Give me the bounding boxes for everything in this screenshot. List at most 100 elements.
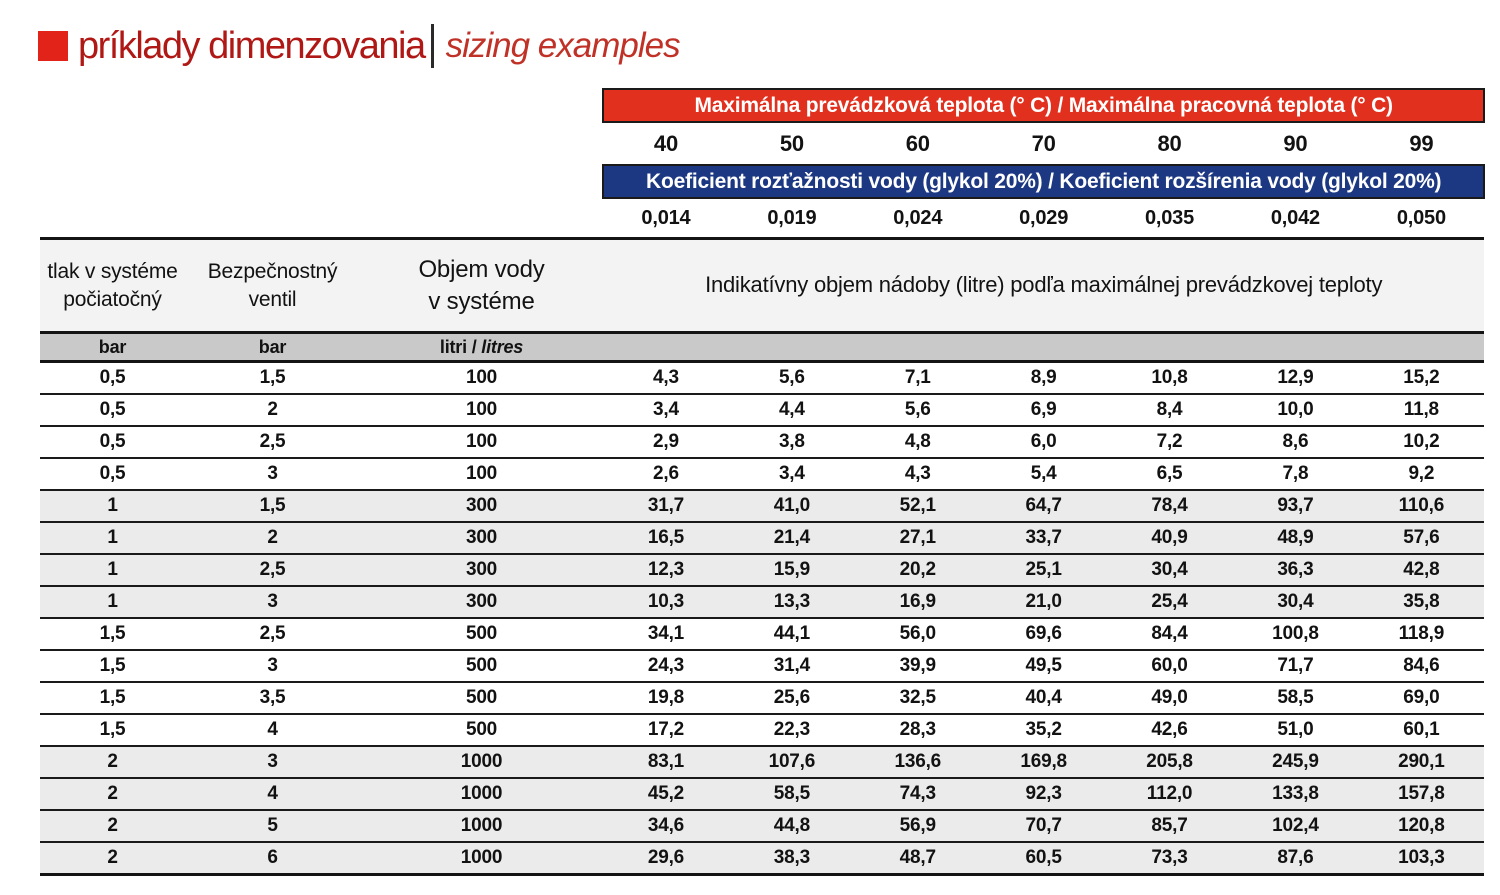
unit-volume-en: litres xyxy=(481,336,524,357)
indicative-volume-cell: 3,4 xyxy=(603,394,729,427)
indicative-volume-cell: 25,1 xyxy=(980,554,1107,587)
indicative-volume-cell: 25,4 xyxy=(1106,586,1233,619)
pressure-cell: 2 xyxy=(40,746,185,779)
valve-cell: 3 xyxy=(185,586,360,619)
volume-cell: 1000 xyxy=(360,778,604,811)
column-header-row: tlak v systéme počiatočný Bezpečnostný v… xyxy=(40,237,1485,334)
indicative-volume-cell: 52,1 xyxy=(854,490,981,523)
volume-cell: 1000 xyxy=(360,746,604,779)
indicative-volume-cell: 92,3 xyxy=(980,778,1107,811)
indicative-volume-cell: 36,3 xyxy=(1232,554,1359,587)
indicative-volume-cell: 58,5 xyxy=(728,778,855,811)
indicative-volume-cell: 2,9 xyxy=(603,426,729,459)
indicative-volume-cell: 42,6 xyxy=(1106,714,1233,747)
pressure-cell: 2 xyxy=(40,778,185,811)
pressure-cell: 1 xyxy=(40,586,185,619)
indicative-volume-cell: 87,6 xyxy=(1232,842,1359,876)
valve-cell: 2 xyxy=(185,522,360,555)
indicative-volume-cell: 21,4 xyxy=(728,522,855,555)
coefficient-value: 0,024 xyxy=(854,198,981,239)
pressure-cell: 1,5 xyxy=(40,650,185,683)
valve-cell: 4 xyxy=(185,714,360,747)
indicative-volume-cell: 4,3 xyxy=(603,361,729,395)
indicative-volume-cell: 60,0 xyxy=(1106,650,1233,683)
indicative-volume-cell: 10,8 xyxy=(1106,361,1233,395)
spacer xyxy=(40,198,604,239)
volume-cell: 100 xyxy=(360,426,604,459)
volume-cell: 300 xyxy=(360,554,604,587)
unit-volume-sk: litri / xyxy=(439,336,482,357)
indicative-volume-cell: 15,9 xyxy=(728,554,855,587)
temperature-value: 99 xyxy=(1358,122,1485,165)
indicative-volume-cell: 7,1 xyxy=(854,361,981,395)
pressure-cell: 1 xyxy=(40,490,185,523)
indicative-volume-cell: 24,3 xyxy=(603,650,729,683)
indicative-volume-cell: 103,3 xyxy=(1358,842,1485,876)
indicative-volume-cell: 6,0 xyxy=(980,426,1107,459)
page-title: príklady dimenzovania sizing examples xyxy=(38,20,681,72)
indicative-volume-cell: 5,4 xyxy=(980,458,1107,491)
indicative-volume-cell: 102,4 xyxy=(1232,810,1359,843)
indicative-volume-cell: 83,1 xyxy=(603,746,729,779)
spacer xyxy=(40,89,604,122)
coefficient-band: Koeficient rozťažnosti vody (glykol 20%)… xyxy=(602,164,1486,199)
indicative-volume-cell: 7,2 xyxy=(1106,426,1233,459)
indicative-volume-cell: 100,8 xyxy=(1232,618,1359,651)
indicative-volume-cell: 9,2 xyxy=(1358,458,1485,491)
indicative-volume-cell: 71,7 xyxy=(1232,650,1359,683)
pressure-cell: 0,5 xyxy=(40,458,185,491)
indicative-volume-cell: 5,6 xyxy=(728,361,855,395)
indicative-volume-cell: 16,5 xyxy=(603,522,729,555)
indicative-volume-cell: 42,8 xyxy=(1358,554,1485,587)
sizing-table: Maximálna prevádzková teplota (° C) / Ma… xyxy=(40,88,1486,876)
volume-cell: 100 xyxy=(360,361,604,395)
indicative-volume-cell: 118,9 xyxy=(1358,618,1485,651)
indicative-volume-cell: 4,3 xyxy=(854,458,981,491)
indicative-volume-cell: 15,2 xyxy=(1358,361,1485,395)
indicative-volume-cell: 6,5 xyxy=(1106,458,1233,491)
indicative-volume-cell: 16,9 xyxy=(854,586,981,619)
indicative-volume-cell: 13,3 xyxy=(728,586,855,619)
indicative-volume-cell: 110,6 xyxy=(1358,490,1485,523)
indicative-volume-cell: 205,8 xyxy=(1106,746,1233,779)
header-pressure: tlak v systéme počiatočný xyxy=(40,237,185,334)
page-title-en: sizing examples xyxy=(445,26,681,65)
table-body: 0,5 1,5 100 4,3 5,6 7,1 8,9 10,8 12,9 15,2 0,5 2 100… xyxy=(40,361,1485,876)
indicative-volume-cell: 84,4 xyxy=(1106,618,1233,651)
indicative-volume-cell: 34,1 xyxy=(603,618,729,651)
indicative-volume-cell: 12,3 xyxy=(603,554,729,587)
indicative-volume-cell: 40,4 xyxy=(980,682,1107,715)
indicative-volume-cell: 57,6 xyxy=(1358,522,1485,555)
pressure-cell: 1,5 xyxy=(40,714,185,747)
indicative-volume-cell: 78,4 xyxy=(1106,490,1233,523)
indicative-volume-cell: 29,6 xyxy=(603,842,729,876)
volume-cell: 300 xyxy=(360,522,604,555)
spacer xyxy=(40,122,604,165)
indicative-volume-cell: 39,9 xyxy=(854,650,981,683)
temperature-value: 90 xyxy=(1232,122,1359,165)
valve-cell: 6 xyxy=(185,842,360,876)
indicative-volume-cell: 41,0 xyxy=(728,490,855,523)
volume-cell: 100 xyxy=(360,458,604,491)
table-row: 0,5 2,5 100 2,9 3,8 4,8 6,0 7,2 8,6 10,2 xyxy=(40,426,1485,459)
indicative-volume-cell: 35,8 xyxy=(1358,586,1485,619)
indicative-volume-cell: 45,2 xyxy=(603,778,729,811)
table-row: 0,5 2 100 3,4 4,4 5,6 6,9 8,4 10,0 11,8 xyxy=(40,394,1485,427)
table-row: 1,5 3,5 500 19,8 25,6 32,5 40,4 49,0 58,5 69,0 xyxy=(40,682,1485,715)
indicative-volume-cell: 30,4 xyxy=(1106,554,1233,587)
indicative-volume-cell: 120,8 xyxy=(1358,810,1485,843)
pressure-cell: 1 xyxy=(40,522,185,555)
indicative-volume-cell: 74,3 xyxy=(854,778,981,811)
indicative-volume-cell: 31,7 xyxy=(603,490,729,523)
indicative-volume-cell: 6,9 xyxy=(980,394,1107,427)
coefficient-value: 0,014 xyxy=(603,198,729,239)
temperature-value: 80 xyxy=(1106,122,1233,165)
volume-cell: 100 xyxy=(360,394,604,427)
pressure-cell: 0,5 xyxy=(40,426,185,459)
table-row: 2 5 1000 34,6 44,8 56,9 70,7 85,7 102,4 120,8 xyxy=(40,810,1485,843)
valve-cell: 1,5 xyxy=(185,361,360,395)
indicative-volume-cell: 48,9 xyxy=(1232,522,1359,555)
volume-cell: 300 xyxy=(360,490,604,523)
indicative-volume-cell: 49,5 xyxy=(980,650,1107,683)
volume-cell: 1000 xyxy=(360,810,604,843)
